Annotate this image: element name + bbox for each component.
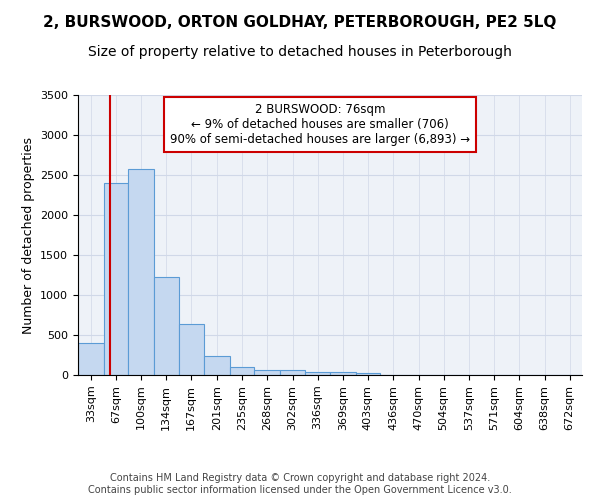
Text: 2, BURSWOOD, ORTON GOLDHAY, PETERBOROUGH, PE2 5LQ: 2, BURSWOOD, ORTON GOLDHAY, PETERBOROUGH…: [43, 15, 557, 30]
Bar: [128, 168, 154, 375]
Bar: [154, 276, 179, 375]
Bar: [204, 356, 229, 375]
Y-axis label: Number of detached properties: Number of detached properties: [22, 136, 35, 334]
Bar: [254, 370, 280, 375]
Text: Size of property relative to detached houses in Peterborough: Size of property relative to detached ho…: [88, 45, 512, 59]
Bar: [104, 183, 128, 375]
Bar: [179, 324, 204, 375]
Bar: [330, 372, 355, 375]
Bar: [355, 372, 380, 375]
Text: 2 BURSWOOD: 76sqm
← 9% of detached houses are smaller (706)
90% of semi-detached: 2 BURSWOOD: 76sqm ← 9% of detached house…: [170, 104, 470, 146]
Text: Contains HM Land Registry data © Crown copyright and database right 2024.
Contai: Contains HM Land Registry data © Crown c…: [88, 474, 512, 495]
Bar: [229, 367, 254, 375]
Bar: [280, 370, 305, 375]
Bar: [305, 372, 330, 375]
Bar: [78, 343, 104, 375]
